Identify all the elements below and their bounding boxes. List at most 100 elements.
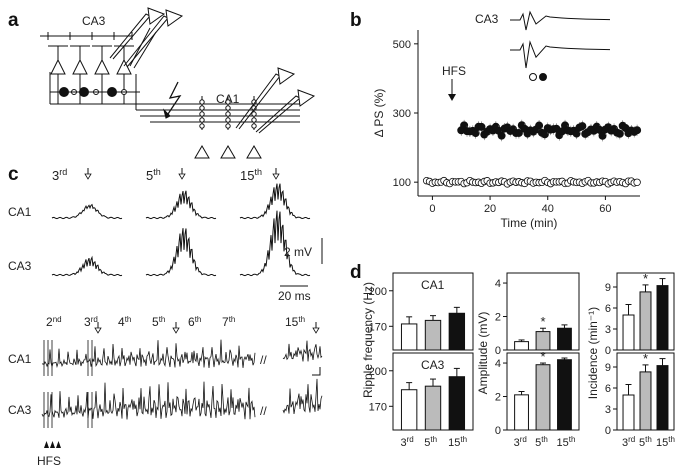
d-bar xyxy=(424,385,442,431)
d-xtick-label: 5th xyxy=(424,435,437,450)
ca1-cell-2 xyxy=(246,145,262,159)
d-ytick-label: 9 xyxy=(605,282,611,294)
down-arrow-icon xyxy=(312,322,320,334)
d-ylabel-incidence: Incidence (min⁻¹) xyxy=(586,307,600,399)
d-ytick-label: 0 xyxy=(495,425,501,437)
inset-open-marker xyxy=(529,73,537,81)
panel-b-letter: b xyxy=(350,10,362,31)
d-ylabel-ripple: Ripple frequency (Hz) xyxy=(361,282,375,398)
c-bottom-row-ca1: CA1 xyxy=(8,352,32,366)
d-chart-1: 170 200 CA3 3rd 5th 15th xyxy=(369,352,474,450)
d-bar xyxy=(400,323,418,351)
c-top-trace xyxy=(145,228,217,277)
ca1-electrode-1 xyxy=(255,95,301,134)
d-xtick-label: 3rd xyxy=(400,435,413,450)
d-chart-5: 0 3 6 9 3rd * 5th 15th xyxy=(605,351,675,449)
ca3-cell-0 xyxy=(50,58,66,75)
d-bar xyxy=(448,312,466,351)
d-significance-star: * xyxy=(643,351,648,366)
c-top-trace xyxy=(51,255,123,277)
d-bar xyxy=(639,291,652,351)
down-arrow-icon xyxy=(94,322,102,334)
c-hfs-label: HFS xyxy=(37,454,61,468)
hfs-arrow-head xyxy=(448,94,456,101)
d-bar xyxy=(514,341,529,351)
c-bottom-trace-ca3 xyxy=(41,381,256,420)
d-ytick-label: 0 xyxy=(495,345,501,357)
d-ytick-label: 170 xyxy=(369,321,387,333)
c-bottom-row-ca3: CA3 xyxy=(8,403,32,417)
d-significance-star: * xyxy=(643,271,648,286)
c-row-ca3: CA3 xyxy=(8,259,32,273)
panel-c: c 3rd 5th 15th CA1 CA3 2 mV 20 ms 2nd 3rd 4t… xyxy=(8,164,323,468)
d-bar xyxy=(639,371,652,431)
c-top-ordinal: 5th xyxy=(146,167,161,183)
b-xtick-label: 20 xyxy=(484,203,496,215)
panel-d: d 170 200 CA1 170 200 CA3 3rd 5th 15th 0 2 4 * 0 2 4 3rd… xyxy=(350,262,675,449)
d-ytick-label: 0 xyxy=(605,345,611,357)
b-data-points xyxy=(422,119,642,188)
d-bar xyxy=(400,389,418,431)
d-ytick-label: 170 xyxy=(369,401,387,413)
inset-trace-after xyxy=(510,40,611,69)
d-chart-title: CA1 xyxy=(421,278,445,292)
b-ytick-label: 500 xyxy=(393,39,411,51)
d-bar xyxy=(557,327,572,351)
d-xtick-label: 15th xyxy=(557,435,576,450)
ca1-cell-1 xyxy=(220,145,236,159)
d-bar xyxy=(448,376,466,431)
d-bar-charts: 170 200 CA1 170 200 CA3 3rd 5th 15th 0 2 4 * 0 2 4 3rd * 5… xyxy=(369,271,675,449)
d-bar xyxy=(424,319,442,351)
d-ytick-label: 3 xyxy=(605,324,611,336)
break-mark-1: // xyxy=(260,353,267,367)
hfs-triangles xyxy=(44,441,61,448)
d-ytick-label: 4 xyxy=(495,278,501,290)
ca3-label: CA3 xyxy=(82,14,106,28)
d-bar xyxy=(622,394,635,431)
d-xtick-label: 3rd xyxy=(622,435,635,450)
b-xlabel: Time (min) xyxy=(501,216,558,230)
d-xtick-label: 15th xyxy=(656,435,675,450)
data-point xyxy=(633,178,641,186)
d-chart-title: CA3 xyxy=(421,358,445,372)
c-bottom-ordinal: 3rd xyxy=(84,315,98,330)
ca1-cell-0 xyxy=(194,145,210,159)
ca3-cell-1 xyxy=(72,58,88,75)
c-top-trace xyxy=(145,190,217,220)
b-ticks: 0 20 40 60 100 300 500 xyxy=(393,39,612,215)
c-bottom-trace-ca1-late xyxy=(282,340,323,362)
c-bottom-ordinal: 2nd xyxy=(46,315,62,330)
c-bottom-ordinal: 5th xyxy=(152,315,165,330)
data-point xyxy=(497,131,506,140)
break-mark-2: // xyxy=(260,404,267,418)
data-point xyxy=(477,122,486,131)
d-bar xyxy=(535,364,551,431)
d-ytick-label: 3 xyxy=(605,404,611,416)
c-top-trace xyxy=(51,203,123,220)
d-ylabel-amplitude: Amplitude (mV) xyxy=(476,312,490,395)
c-bottom-traces: 2nd 3rd 4th 5th 6th 7th 15th xyxy=(41,315,323,428)
b-ytick-label: 300 xyxy=(393,108,411,120)
d-ytick-label: 2 xyxy=(495,312,501,324)
c-top-ordinal: 15th xyxy=(240,167,262,183)
c-top-trace xyxy=(239,183,311,220)
data-point xyxy=(633,126,642,135)
c-bottom-trace-ca1 xyxy=(41,339,256,369)
ca3-electrode-0 xyxy=(109,13,151,60)
d-significance-star: * xyxy=(540,349,545,364)
c-bottom-ordinal: 7th xyxy=(222,315,235,330)
d-bar xyxy=(514,394,529,431)
down-arrow-icon xyxy=(178,168,186,180)
hippocampus-schematic xyxy=(40,7,316,159)
d-bar xyxy=(535,331,551,351)
panel-d-letter: d xyxy=(350,262,362,283)
data-point xyxy=(514,128,523,137)
d-ytick-label: 200 xyxy=(369,286,387,298)
d-xtick-label: 5th xyxy=(639,435,652,450)
c-bottom-trace-ca3-late xyxy=(282,378,323,415)
d-chart-3: 0 2 4 3rd * 5th 15th xyxy=(495,349,580,450)
data-point xyxy=(578,122,587,131)
d-chart-4: 0 3 6 9 * xyxy=(605,271,675,357)
c-top-trace xyxy=(239,210,311,277)
d-bar xyxy=(656,365,669,431)
